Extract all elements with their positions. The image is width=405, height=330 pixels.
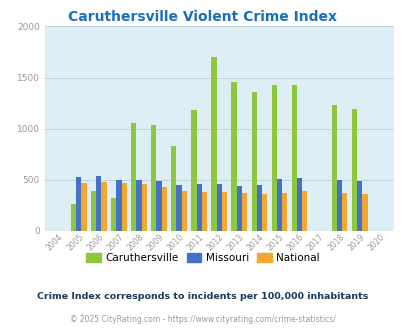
Bar bbox=[131, 123, 136, 231]
Bar bbox=[201, 192, 207, 231]
Bar bbox=[341, 193, 347, 231]
Bar bbox=[191, 110, 196, 231]
Bar bbox=[91, 191, 96, 231]
Bar bbox=[151, 125, 156, 231]
Bar bbox=[181, 191, 186, 231]
Bar bbox=[296, 178, 301, 231]
Bar bbox=[331, 105, 336, 231]
Bar bbox=[301, 191, 307, 231]
Bar bbox=[261, 194, 266, 231]
Bar bbox=[71, 204, 76, 231]
Bar bbox=[276, 179, 281, 231]
Bar bbox=[351, 109, 356, 231]
Bar bbox=[96, 176, 101, 231]
Bar bbox=[216, 184, 221, 231]
Bar bbox=[271, 85, 276, 231]
Bar bbox=[361, 194, 367, 231]
Bar bbox=[221, 192, 226, 231]
Bar bbox=[141, 184, 147, 231]
Text: Caruthersville Violent Crime Index: Caruthersville Violent Crime Index bbox=[68, 10, 337, 24]
Bar bbox=[176, 185, 181, 231]
Bar bbox=[241, 193, 247, 231]
Text: Crime Index corresponds to incidents per 100,000 inhabitants: Crime Index corresponds to incidents per… bbox=[37, 292, 368, 301]
Bar bbox=[196, 184, 201, 231]
Bar bbox=[76, 177, 81, 231]
Bar bbox=[251, 92, 256, 231]
Bar bbox=[101, 182, 107, 231]
Legend: Caruthersville, Missouri, National: Caruthersville, Missouri, National bbox=[82, 249, 323, 267]
Bar bbox=[111, 198, 116, 231]
Bar bbox=[281, 193, 287, 231]
Bar bbox=[116, 180, 121, 231]
Bar bbox=[81, 183, 86, 231]
Bar bbox=[161, 187, 166, 231]
Bar bbox=[236, 186, 241, 231]
Bar bbox=[156, 181, 161, 231]
Bar bbox=[256, 185, 261, 231]
Bar bbox=[121, 183, 126, 231]
Bar bbox=[291, 85, 296, 231]
Bar bbox=[136, 180, 141, 231]
Bar bbox=[356, 181, 361, 231]
Bar bbox=[336, 180, 341, 231]
Bar bbox=[211, 57, 216, 231]
Bar bbox=[231, 82, 236, 231]
Bar bbox=[171, 146, 176, 231]
Text: © 2025 CityRating.com - https://www.cityrating.com/crime-statistics/: © 2025 CityRating.com - https://www.city… bbox=[70, 315, 335, 324]
